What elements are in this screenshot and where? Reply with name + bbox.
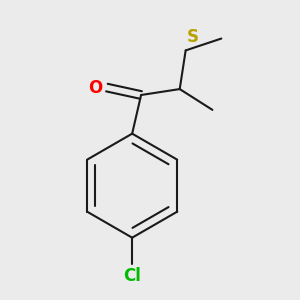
Text: S: S [187, 28, 199, 46]
Text: Cl: Cl [123, 267, 141, 285]
Text: O: O [88, 79, 102, 97]
